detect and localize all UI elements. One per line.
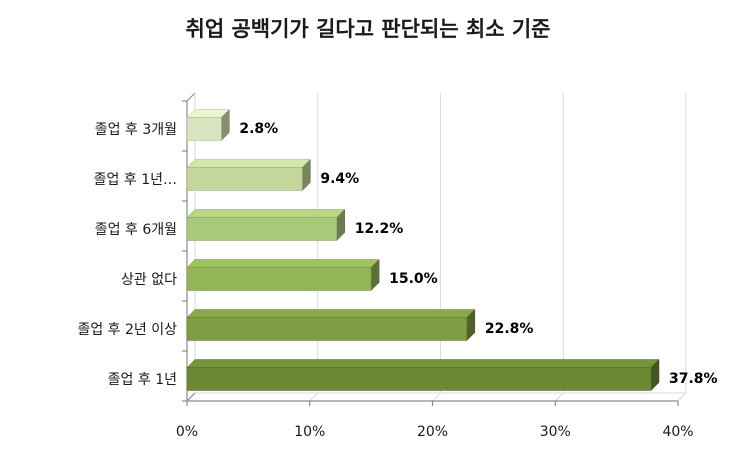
bars bbox=[186, 108, 660, 392]
data-label: 2.8% bbox=[239, 121, 278, 137]
bar-group bbox=[186, 308, 476, 342]
data-label: 12.2% bbox=[355, 221, 404, 237]
category-label: 졸업 후 1년 bbox=[108, 372, 177, 388]
bar-group bbox=[186, 358, 660, 392]
category-label: 상관 없다 bbox=[121, 272, 177, 288]
category-label: 졸업 후 1년… bbox=[94, 172, 177, 188]
labels: 0% 10% 20% 30% 40% 2.8% 졸업 후 3개월 9.4% 졸업 후 1년… 12… bbox=[77, 121, 717, 440]
data-label: 22.8% bbox=[485, 321, 534, 337]
bar-top bbox=[186, 309, 476, 318]
bar-group bbox=[186, 208, 346, 242]
gridline-floor bbox=[309, 392, 319, 402]
bar bbox=[186, 367, 652, 391]
x-tick-label: 0% bbox=[176, 424, 198, 440]
floor-edge bbox=[186, 392, 196, 402]
bar-group bbox=[186, 158, 311, 192]
data-label: 9.4% bbox=[320, 171, 359, 187]
gridline-floor bbox=[677, 392, 687, 402]
bar bbox=[186, 217, 338, 241]
gridlines bbox=[309, 93, 687, 402]
category-label: 졸업 후 3개월 bbox=[95, 122, 177, 138]
data-label: 37.8% bbox=[669, 371, 718, 387]
bar-group bbox=[186, 258, 380, 292]
bar bbox=[186, 317, 468, 341]
data-label: 15.0% bbox=[389, 271, 438, 287]
x-tick-label: 30% bbox=[540, 424, 571, 440]
bar-top bbox=[186, 359, 660, 368]
gridline-floor bbox=[554, 392, 564, 402]
x-tick-label: 20% bbox=[417, 424, 448, 440]
x-tick-label: 10% bbox=[294, 424, 325, 440]
x-tick-label: 40% bbox=[662, 424, 693, 440]
axes bbox=[182, 92, 686, 406]
bar-top bbox=[186, 209, 346, 218]
bar-top bbox=[186, 159, 311, 168]
category-label: 졸업 후 6개월 bbox=[95, 222, 177, 238]
bar-top bbox=[186, 259, 380, 268]
y-axis-top-edge bbox=[186, 92, 196, 102]
category-label: 졸업 후 2년 이상 bbox=[77, 322, 177, 338]
gridline-floor bbox=[432, 392, 441, 402]
bar bbox=[186, 167, 303, 191]
bar-group bbox=[186, 108, 230, 142]
bar bbox=[186, 267, 372, 291]
bar bbox=[186, 117, 222, 141]
chart-title: 취업 공백기가 길다고 판단되는 최소 기준 bbox=[186, 17, 551, 41]
